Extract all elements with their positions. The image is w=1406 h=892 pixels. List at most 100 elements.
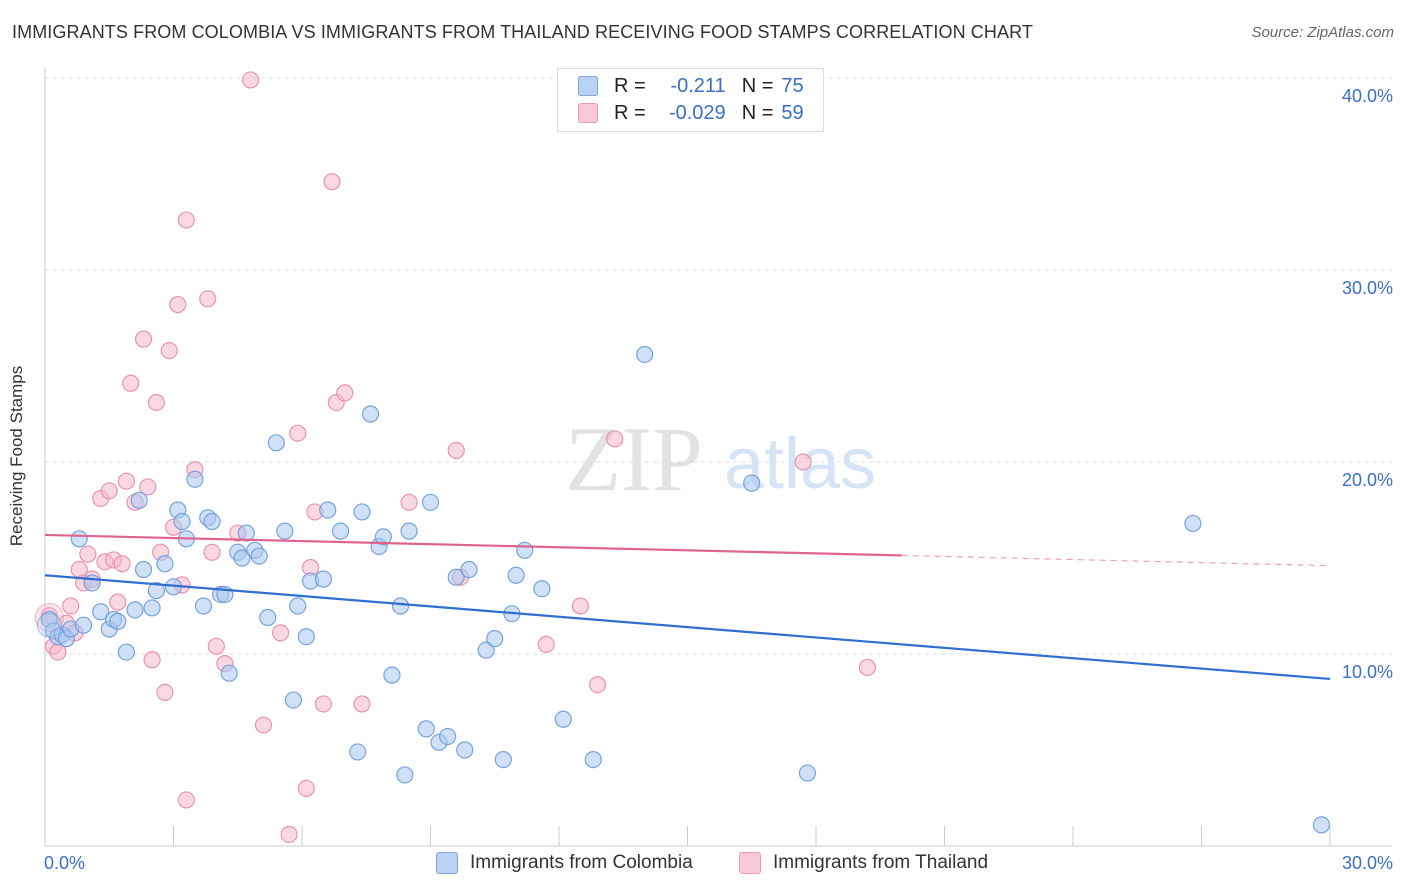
colombia-point	[516, 541, 534, 559]
thailand-point	[400, 493, 418, 511]
colombia-point	[319, 501, 337, 519]
legend-label-colombia: Immigrants from Colombia	[470, 852, 693, 873]
colombia-point	[314, 570, 333, 588]
colombia-point	[83, 574, 101, 592]
stats-row-thailand: R = -0.029 N = 59	[578, 101, 804, 125]
colombia-point	[186, 470, 204, 488]
thailand-point	[289, 424, 307, 442]
thailand-point	[100, 482, 118, 500]
colombia-point	[460, 560, 478, 579]
thailand-point	[314, 695, 333, 713]
colombia-point	[233, 549, 251, 567]
thailand-point	[280, 825, 298, 844]
colombia-point	[383, 666, 401, 684]
colombia-point	[391, 597, 410, 615]
thailand-point	[242, 71, 260, 89]
trend-line-colombia	[44, 574, 1331, 681]
thailand-point	[606, 430, 624, 448]
thailand-point	[794, 453, 812, 471]
colombia-point	[284, 691, 303, 709]
legend-item-colombia[interactable]: Immigrants from Colombia	[436, 852, 693, 874]
y-tick-label: 30.0%	[1342, 278, 1393, 298]
r-label: R =	[614, 74, 646, 97]
colombia-point	[494, 750, 512, 769]
colombia-point	[477, 641, 495, 659]
colombia-point	[396, 766, 414, 784]
thailand-point	[571, 597, 590, 615]
chart-title: IMMIGRANTS FROM COLOMBIA VS IMMIGRANTS F…	[12, 22, 1033, 42]
legend-label-thailand: Immigrants from Thailand	[773, 852, 989, 873]
thailand-point	[113, 555, 131, 573]
colombia-point	[439, 727, 457, 746]
colombia-point	[74, 616, 93, 634]
colombia-point	[70, 530, 88, 548]
colombia-point	[117, 643, 135, 661]
thailand-point	[143, 651, 161, 669]
thailand-point	[353, 695, 371, 713]
watermark-zip: ZIP	[565, 408, 703, 510]
colombia-point	[486, 630, 504, 648]
colombia-swatch	[578, 76, 598, 96]
thailand-point	[62, 597, 80, 615]
colombia-point	[331, 522, 350, 540]
colombia-point	[276, 522, 294, 540]
stats-legend: R = -0.211 N = 75 R = -0.029 N = 59	[557, 68, 824, 132]
thailand-point	[177, 211, 195, 229]
watermark: ZIP atlas	[565, 408, 876, 510]
thailand-point	[117, 472, 135, 490]
colombia-point	[297, 628, 315, 646]
grid-layer	[45, 77, 1392, 655]
series-legend: Immigrants from Colombia Immigrants from…	[0, 852, 1406, 876]
colombia-point	[1312, 816, 1331, 834]
thailand-point	[160, 342, 178, 360]
thailand-point	[156, 683, 174, 702]
colombia-point	[156, 555, 174, 573]
colombia-point	[507, 566, 525, 584]
r-value-colombia: -0.211	[670, 74, 726, 97]
trend-line-thailand	[44, 533, 902, 557]
colombia-point	[134, 560, 153, 579]
stats-row-colombia: R = -0.211 N = 75	[578, 74, 804, 98]
colombia-point	[1184, 514, 1202, 533]
colombia-point	[349, 743, 367, 761]
x-tick-label-min: 0.0%	[44, 853, 85, 873]
colombia-legend-swatch	[436, 852, 458, 874]
legend-item-thailand[interactable]: Immigrants from Thailand	[739, 852, 988, 874]
colombia-point	[353, 503, 371, 521]
y-tick-label: 20.0%	[1342, 470, 1393, 490]
thailand-point	[537, 635, 555, 654]
colombia-point	[417, 720, 435, 738]
thailand-point	[297, 779, 315, 798]
colombia-point	[109, 612, 127, 630]
colombia-point	[250, 547, 268, 565]
thailand-point	[447, 441, 465, 460]
colombia-point	[533, 580, 551, 598]
thailand-point	[177, 791, 195, 809]
thailand-point	[323, 173, 341, 191]
thailand-point	[588, 676, 607, 694]
colombia-point	[289, 597, 307, 615]
thailand-point	[139, 478, 157, 496]
colombia-point	[456, 741, 474, 759]
thailand-point	[109, 593, 127, 611]
thailand-point	[271, 624, 290, 642]
thailand-point	[254, 716, 273, 734]
colombia-point	[400, 522, 418, 540]
thailand-point	[122, 374, 140, 392]
r-value-thailand: -0.029	[668, 101, 726, 124]
colombia-point	[194, 597, 213, 615]
colombia-point	[636, 345, 654, 364]
thailand-point	[169, 295, 187, 314]
colombia-point	[743, 474, 761, 492]
thailand-point	[336, 384, 354, 402]
thailand-legend-swatch	[739, 852, 761, 874]
source-label: Source: ZipAtlas.com	[1251, 24, 1394, 41]
thailand-swatch	[578, 103, 598, 123]
r-label: R =	[614, 101, 646, 124]
thailand-point	[79, 545, 97, 563]
colombia-point	[147, 582, 165, 600]
colombia-point	[584, 750, 602, 769]
n-value-colombia: 75	[781, 74, 804, 97]
colombia-point	[237, 524, 255, 542]
